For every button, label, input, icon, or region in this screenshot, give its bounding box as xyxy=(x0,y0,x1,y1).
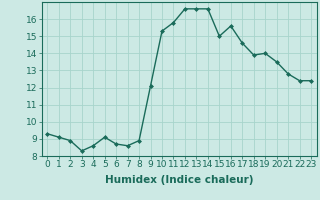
X-axis label: Humidex (Indice chaleur): Humidex (Indice chaleur) xyxy=(105,175,253,185)
